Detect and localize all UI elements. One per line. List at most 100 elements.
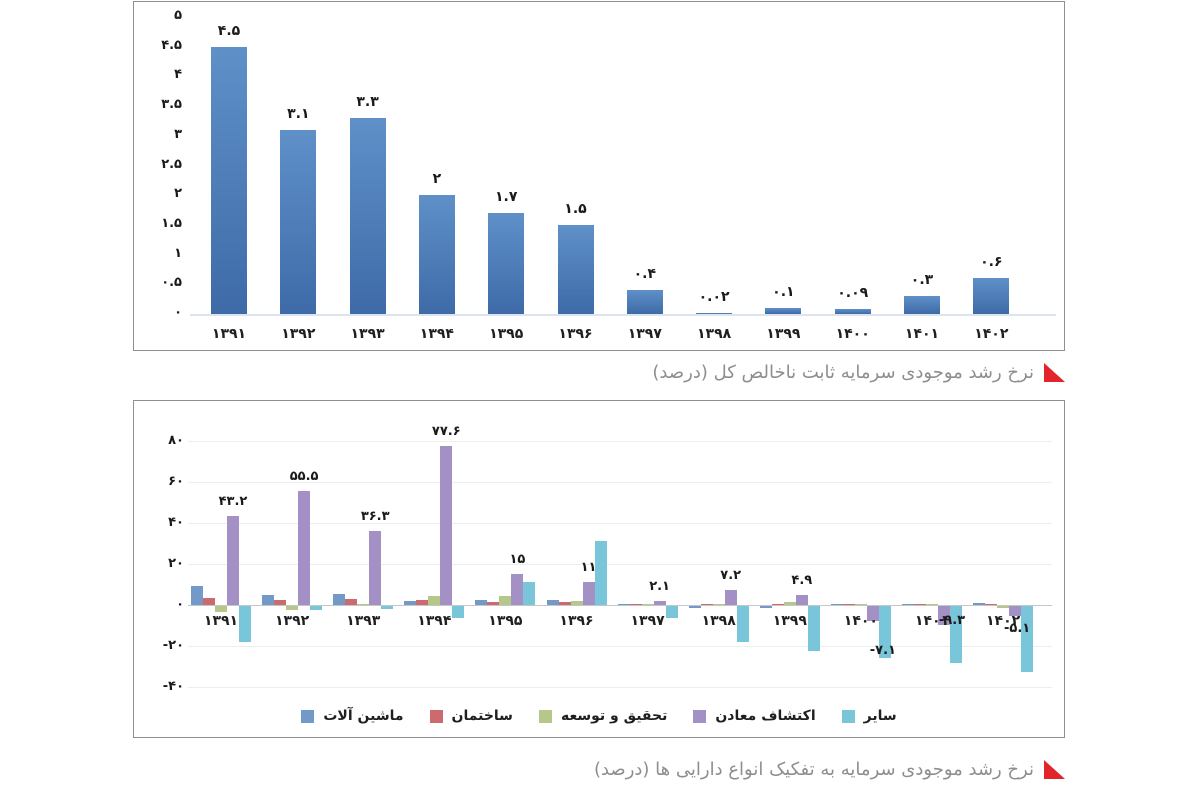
- x-label-1394: ۱۳۹۴: [419, 326, 454, 342]
- bar-value-label-1401-mining-exploration: -۹.۳: [938, 613, 966, 628]
- bar-1395-building: [487, 601, 500, 605]
- chart1-y-tick-1.5: ۱.۵: [161, 215, 182, 231]
- bar-1394-building: [416, 600, 429, 605]
- bar-1399-rnd: [783, 602, 796, 605]
- chart1-x-axis-line: [190, 314, 1056, 316]
- bar-1400: [834, 308, 871, 314]
- bar-1400-building: [842, 604, 855, 605]
- x-label-1397: ۱۳۹۷: [630, 613, 665, 629]
- bar-value-label-1398: ۰.۰۲: [698, 288, 730, 305]
- x-label-1397: ۱۳۹۷: [627, 326, 662, 342]
- legend-item-building: ساختمان: [429, 708, 513, 724]
- bar-1396-building: [558, 602, 571, 605]
- bar-1392-other: [310, 606, 323, 611]
- bar-value-label-1402-mining-exploration: -۵.۱: [1003, 621, 1031, 636]
- chart2-gridline-60: [188, 482, 1052, 483]
- legend-swatch-machinery: [301, 709, 315, 723]
- bar-value-label-1398-mining-exploration: ۷.۲: [720, 568, 742, 584]
- bar-1400-mining-exploration: [866, 606, 879, 621]
- chart1-y-tick-4.5: ۴.۵: [161, 37, 182, 53]
- bar-1392-building: [274, 599, 287, 605]
- bar-1393-mining-exploration: [369, 530, 382, 605]
- chart1-y-tick-5: ۵: [174, 8, 182, 23]
- legend-item-mining-exploration: اکتشاف معادن: [693, 708, 816, 724]
- bar-1402: [973, 278, 1010, 314]
- bar-1392-mining-exploration: [298, 491, 311, 605]
- x-label-1395: ۱۳۹۵: [489, 326, 524, 342]
- bar-1401-rnd: [926, 604, 938, 605]
- chart2-gridline--40: [188, 687, 1052, 688]
- chart2-gridline-40: [188, 523, 1052, 524]
- bar-1399-machinery: [759, 606, 772, 609]
- chart1-y-tick-0: ۰: [174, 305, 182, 320]
- bar-1398-building: [700, 604, 713, 605]
- chart2-zero-axis-line: [188, 605, 1052, 606]
- x-label-1401: ۱۴۰۱: [914, 613, 950, 629]
- bar-value-label-1395-mining-exploration: ۱۵: [509, 552, 526, 568]
- caption-flag-icon: [1044, 759, 1065, 779]
- chart2-y-tick-80: ۸۰: [168, 433, 184, 448]
- bar-1398: [696, 312, 733, 314]
- chart1-y-tick-2: ۲: [174, 186, 182, 202]
- bar-1402-other: [1021, 606, 1034, 672]
- bar-value-label-1391: ۴.۵: [217, 22, 241, 39]
- chart2-legend: ماشین آلات ساختمان تحقیق و توسعه اکتشاف معا…: [134, 708, 1064, 724]
- caption-flag-icon: [1044, 362, 1065, 382]
- bar-1391-rnd: [215, 606, 227, 612]
- legend-item-rnd: تحقیق و توسعه: [538, 708, 668, 724]
- bar-value-label-1393: ۳.۳: [356, 93, 379, 110]
- bar-value-label-1399: ۰.۱: [772, 284, 795, 301]
- x-label-1400: ۱۴۰۰: [843, 613, 878, 629]
- x-label-1402: ۱۴۰۲: [986, 613, 1021, 629]
- x-label-1401: ۱۴۰۱: [904, 326, 940, 342]
- bar-1395-rnd: [499, 595, 512, 605]
- bar-1393-machinery: [333, 594, 346, 605]
- x-label-1392: ۱۳۹۲: [281, 326, 316, 342]
- legend-item-machinery: ماشین آلات: [301, 708, 404, 724]
- chart1-y-tick-2.5: ۲.۵: [161, 156, 182, 172]
- bar-1399-mining-exploration: [795, 594, 808, 605]
- bar-1401: [904, 296, 940, 314]
- bar-1402-machinery: [973, 603, 986, 605]
- bar-1401-mining-exploration: [938, 606, 950, 626]
- legend-swatch-mining-exploration: [693, 709, 707, 723]
- bar-1397-mining-exploration: [653, 600, 666, 605]
- legend-label-machinery: ماشین آلات: [323, 708, 404, 724]
- x-label-1391: ۱۳۹۱: [211, 326, 247, 342]
- x-label-1400: ۱۴۰۰: [835, 326, 870, 342]
- chart2-caption: نرخ رشد موجودی سرمایه به تفکیک انواع دار…: [594, 756, 1065, 782]
- gross-capital-chart-card: ۵ ۴.۵ ۴ ۳.۵ ۳ ۲.۵ ۲ ۱.۵ ۱ ۰.۵ ۰ ۴.۵ ۱۳۹۱ ۳.۱ ۱۳۹۲ ۳.۳ ۱۳…: [133, 1, 1065, 351]
- bar-value-label-1397: ۰.۴: [633, 266, 656, 283]
- legend-swatch-rnd: [538, 709, 552, 723]
- bar-value-label-1396: ۱.۵: [564, 200, 587, 217]
- x-label-1393: ۱۳۹۳: [346, 613, 381, 629]
- bar-1393-building: [345, 599, 358, 605]
- chart1-y-tick-4: ۴: [174, 67, 182, 83]
- bar-value-label-1391-mining-exploration: ۴۳.۲: [218, 494, 248, 510]
- bar-value-label-1394-mining-exploration: ۷۷.۶: [431, 423, 461, 439]
- bar-1395-machinery: [475, 599, 488, 605]
- bar-1398-other: [736, 606, 749, 642]
- chart1-caption-text: نرخ رشد موجودی سرمایه ثابت ناخالص کل (در…: [652, 361, 1034, 383]
- x-label-1399: ۱۳۹۹: [766, 326, 801, 342]
- chart2-y-tick-0: ۰: [176, 597, 184, 612]
- bar-1400-other: [878, 606, 891, 659]
- x-label-1402: ۱۴۰۲: [974, 326, 1009, 342]
- bar-1391-mining-exploration: [227, 516, 239, 605]
- bar-1402-mining-exploration: [1009, 606, 1022, 617]
- x-label-1398: ۱۳۹۸: [701, 613, 736, 629]
- x-label-1392: ۱۳۹۲: [275, 613, 310, 629]
- bar-1401-machinery: [902, 604, 914, 605]
- x-label-1398: ۱۳۹۸: [697, 326, 732, 342]
- bar-value-label-1401: ۰.۳: [910, 272, 934, 289]
- bar-1397-building: [629, 604, 642, 605]
- legend-label-mining-exploration: اکتشاف معادن: [715, 708, 816, 724]
- bar-1396-rnd: [570, 601, 583, 605]
- legend-label-rnd: تحقیق و توسعه: [560, 708, 668, 724]
- chart1-y-tick-3.5: ۳.۵: [161, 97, 182, 113]
- bar-1397-machinery: [617, 603, 630, 605]
- chart1-caption: نرخ رشد موجودی سرمایه ثابت ناخالص کل (در…: [652, 359, 1065, 385]
- bar-value-label-1400: ۰.۰۹: [837, 284, 869, 301]
- bar-value-label-1397-mining-exploration: ۲.۱: [649, 578, 670, 594]
